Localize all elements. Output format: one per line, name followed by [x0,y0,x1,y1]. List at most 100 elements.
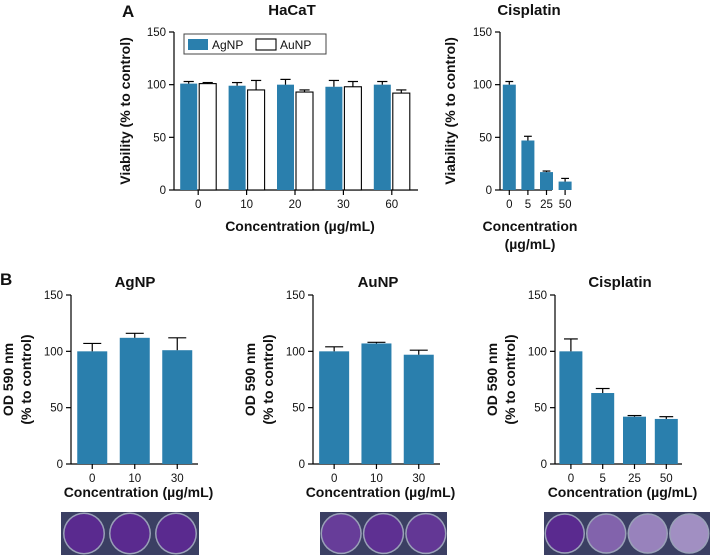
x-tick-label: 5 [525,199,531,211]
y-tick-label: 0 [486,185,492,197]
y-axis-label: Viability (% to control) [442,37,458,185]
stained-well [110,514,150,553]
bar-agnp-0 [77,351,108,464]
x-axis-label: Concentration (µg/mL) [548,484,698,500]
y-tick-label: 50 [153,132,166,144]
stained-well [156,514,196,553]
x-tick-label: 10 [240,199,253,211]
legend-swatch-agnp [188,39,208,50]
bar-agnp-30 [325,86,343,190]
y-tick-label: 100 [147,80,166,92]
bar-agnp-30 [162,350,193,464]
y-axis-label: (% to control) [260,334,276,424]
stained-well [322,514,361,553]
panel-label-b: B [0,270,12,289]
bar-cisplatin-0 [502,84,516,190]
chart-a_cisplatin: Cisplatin 0 50 100 150 0 5 25 50 Concentration (µg… [442,2,577,252]
stained-well [64,514,104,553]
bar-aunp-30 [343,86,362,191]
x-axis-label: Concentration (µg/mL) [225,218,375,234]
bar-agnp-10 [119,337,150,464]
well-strip-b_cisplatin [544,512,710,555]
chart-legend: AgNP AuNP [183,33,327,55]
x-axis-label: Concentration (µg/mL) [64,484,214,500]
x-tick-label: 30 [337,199,350,211]
x-tick-label: 10 [370,473,383,485]
legend-label-agnp: AgNP [212,38,243,52]
y-tick-label: 50 [479,132,492,144]
chart-a_hacat: HaCaT 0 50 100 150 0 10 20 30 60 Concentration (µg… [117,2,418,234]
x-tick-label: 50 [660,473,673,485]
bar-aunp-60 [392,92,411,191]
y-tick-label: 100 [286,346,305,358]
bar-aunp-30 [403,354,434,464]
x-tick-label: 0 [331,473,337,485]
legend-label-aunp: AuNP [280,38,311,52]
bar-agnp-10 [228,85,246,190]
bar-cisplatin-5 [591,393,615,464]
y-axis-label: OD 590 nm [484,343,500,416]
y-axis-label: (% to control) [502,334,518,424]
stained-well [546,514,584,553]
x-tick-label: 0 [195,199,201,211]
bar-aunp-10 [361,343,392,464]
bar-cisplatin-0 [559,351,583,464]
stained-well [629,514,667,553]
y-axis-label: OD 590 nm [0,343,16,416]
y-tick-label: 0 [57,459,63,471]
well-strip-b_aunp [320,512,447,555]
x-tick-label: 0 [568,473,574,485]
x-tick-label: 25 [540,199,553,211]
bar-cisplatin-50 [654,418,678,464]
x-tick-label: 5 [599,473,605,485]
y-tick-label: 0 [299,459,305,471]
y-tick-label: 100 [473,80,492,92]
x-tick-label: 20 [289,199,302,211]
y-tick-label: 0 [160,185,166,197]
legend-box [183,33,327,55]
chart-title: Cisplatin [497,2,560,19]
chart-title: Cisplatin [588,274,651,291]
y-tick-label: 150 [528,290,547,302]
x-tick-label: 10 [128,473,141,485]
x-tick-label: 0 [89,473,95,485]
x-axis-label: Concentration [483,218,578,234]
y-tick-label: 100 [44,346,63,358]
y-tick-label: 100 [528,346,547,358]
y-tick-label: 50 [534,403,547,415]
y-axis-label: (% to control) [18,334,34,424]
y-tick-label: 0 [541,459,547,471]
bar-aunp-0 [198,83,217,191]
x-tick-label: 25 [628,473,641,485]
y-tick-label: 150 [473,27,492,39]
stained-well [364,514,403,553]
y-tick-label: 50 [292,403,305,415]
y-tick-label: 50 [50,403,63,415]
stained-well [670,514,708,553]
bar-aunp-10 [247,89,266,191]
bar-cisplatin-25 [623,416,646,464]
bar-agnp-60 [373,84,391,190]
y-tick-label: 150 [147,27,166,39]
y-tick-label: 150 [286,290,305,302]
chart-title: HaCaT [268,2,316,19]
stained-well [406,514,446,553]
bar-agnp-0 [180,83,198,190]
x-tick-label: 60 [385,199,398,211]
y-axis-label: OD 590 nm [242,343,258,416]
x-tick-label: 30 [171,473,184,485]
y-tick-label: 150 [44,290,63,302]
bar-aunp-20 [295,91,314,191]
bar-cisplatin-5 [521,140,535,190]
bar-agnp-20 [277,84,294,190]
stained-well [587,514,625,553]
bar-aunp-0 [319,351,350,464]
x-tick-label: 0 [506,199,512,211]
bar-cisplatin-50 [558,181,572,190]
legend-swatch-aunp [255,38,277,51]
x-tick-label: 30 [412,473,425,485]
